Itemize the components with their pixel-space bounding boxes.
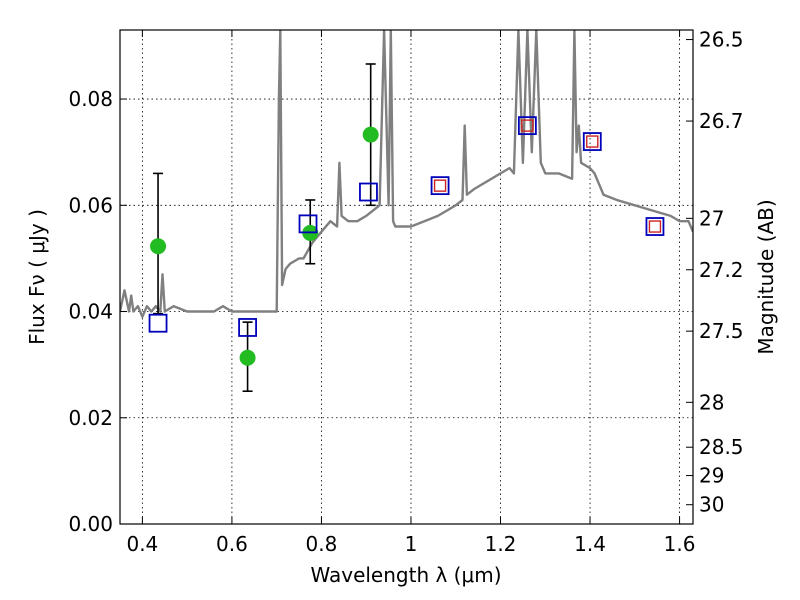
right-tick-label: 30 <box>699 493 724 517</box>
model-square-blue <box>238 318 257 337</box>
y-tick-label: 0.06 <box>68 193 113 217</box>
model-square-red <box>648 220 662 233</box>
right-tick-label: 26.7 <box>699 109 744 133</box>
x-tick-label: 0.4 <box>126 532 158 556</box>
right-tick-label: 29 <box>699 464 724 488</box>
photometry-point <box>239 349 256 366</box>
x-tick-label: 1.4 <box>574 532 606 556</box>
y-tick-label: 0.02 <box>68 406 113 430</box>
plot-background <box>120 30 693 524</box>
x-tick-label: 1.6 <box>664 532 696 556</box>
x-tick-label: 1 <box>405 532 418 556</box>
model-square-red <box>586 135 599 148</box>
right-tick-label: 27 <box>699 206 724 230</box>
photometry-point <box>150 238 167 255</box>
right-axis-label: Magnitude (AB) <box>754 199 778 354</box>
model-square-blue <box>582 132 602 151</box>
y-tick-label: 0.08 <box>68 87 113 111</box>
x-axis-label: Wavelength λ (μm) <box>310 563 501 587</box>
right-tick-label: 28.5 <box>699 435 744 459</box>
model-square-blue <box>298 214 318 234</box>
model-square-blue <box>359 182 378 202</box>
right-tick-label: 27.2 <box>699 258 744 282</box>
ticks: 0.4 0.6 0.8 1 1.2 1.4 1.6 0.00 0.02 0.04 0.06 0.08 2… <box>68 28 743 556</box>
spectrum-line <box>120 30 693 318</box>
right-tick-label: 26.5 <box>699 28 744 52</box>
x-tick-label: 0.6 <box>216 532 248 556</box>
y-axis-label: Flux Fν ( μJy ) <box>25 209 49 345</box>
right-tick-label: 28 <box>699 390 724 414</box>
right-tick-label: 27.5 <box>699 319 744 343</box>
model-square-blue <box>517 116 537 136</box>
x-tick-label: 0.8 <box>306 532 338 556</box>
x-tick-label: 1.2 <box>485 532 517 556</box>
model-square-blue <box>148 313 168 333</box>
y-tick-label: 0.00 <box>68 512 113 536</box>
y-tick-label: 0.04 <box>68 300 113 324</box>
grid <box>120 30 693 525</box>
model-square-blue <box>430 176 450 196</box>
model-square-red <box>521 119 534 132</box>
photometry-point <box>362 126 379 143</box>
plot-frame <box>119 29 694 525</box>
model-square-blue <box>645 217 665 236</box>
data-layer <box>120 30 693 393</box>
model-square-red <box>433 179 447 192</box>
